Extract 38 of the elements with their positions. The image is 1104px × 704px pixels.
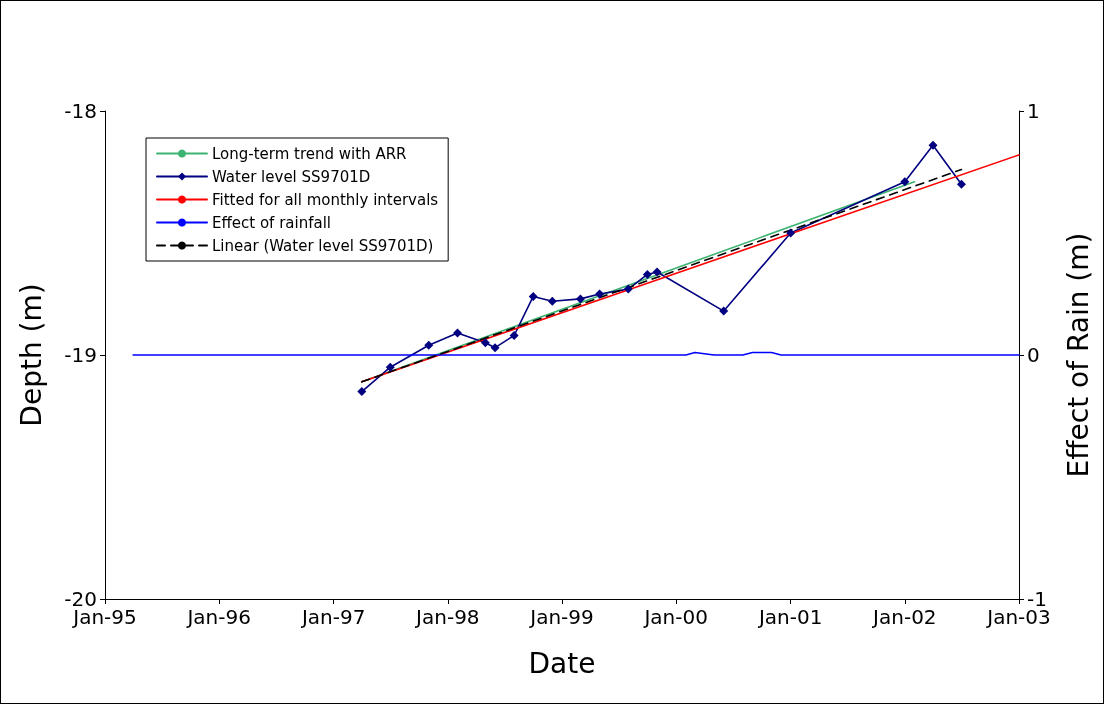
point [642,269,652,279]
point [453,328,463,338]
x-tick-label: Jan-98 [414,605,480,629]
point [928,140,938,150]
point [509,330,519,340]
x-tick-label: Jan-02 [871,605,937,629]
point [719,306,729,316]
y2-tick-label: 1 [1027,99,1040,123]
x-axis-title: Date [528,646,596,680]
legend-label: Water level SS9701D [212,167,371,186]
point [357,387,367,397]
legend-label: Effect of rainfall [212,213,332,232]
legend-label: Fitted for all monthly intervals [212,190,439,209]
y-tick-label: -19 [64,343,97,367]
y-axis-title: Depth (m) [14,283,48,427]
y2-tick-label: 0 [1027,343,1040,367]
point [652,267,662,277]
point [786,228,796,238]
x-tick-label: Jan-99 [528,605,594,629]
point [956,179,966,189]
point [900,177,910,187]
x-tick-label: Jan-00 [642,605,708,629]
point [424,340,434,350]
point [528,291,538,301]
y-tick-label: -18 [64,99,97,123]
y2-axis-title: Effect of Rain (m) [1061,232,1095,478]
x-tick-label: Jan-96 [185,605,251,629]
point [480,338,490,348]
point [385,362,395,372]
x-tick-label: Jan-97 [299,605,366,629]
legend-label: Long-term trend with ARR [212,144,407,163]
point [490,343,500,353]
point [575,294,585,304]
point [595,289,605,299]
legend-label: Linear (Water level SS9701D) [212,236,434,255]
point [547,296,557,306]
point [623,284,633,294]
x-tick-label: Jan-01 [756,605,823,629]
